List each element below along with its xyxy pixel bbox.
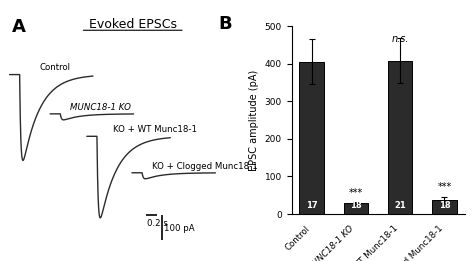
Text: ***: *** bbox=[438, 182, 452, 192]
Bar bbox=[300, 62, 324, 214]
Bar bbox=[432, 200, 456, 214]
Y-axis label: EPSC amplitude (pA): EPSC amplitude (pA) bbox=[249, 69, 259, 171]
Text: n.s.: n.s. bbox=[392, 34, 409, 44]
Text: 0.2 s: 0.2 s bbox=[146, 219, 167, 228]
Text: 18: 18 bbox=[350, 201, 362, 210]
Text: A: A bbox=[12, 18, 26, 36]
Text: Control: Control bbox=[39, 63, 70, 72]
Text: KO + Clogged Munc18-1: KO + Clogged Munc18-1 bbox=[152, 162, 258, 171]
Text: 17: 17 bbox=[306, 201, 318, 210]
Text: ***: *** bbox=[349, 188, 363, 198]
Text: B: B bbox=[219, 15, 232, 33]
Text: Evoked EPSCs: Evoked EPSCs bbox=[89, 18, 177, 31]
Bar bbox=[388, 61, 412, 214]
Text: 18: 18 bbox=[438, 201, 450, 210]
Text: MUNC18-1 KO: MUNC18-1 KO bbox=[71, 103, 131, 112]
Text: 100 pA: 100 pA bbox=[164, 224, 195, 233]
Text: KO + WT Munc18-1: KO + WT Munc18-1 bbox=[113, 125, 197, 134]
Text: 21: 21 bbox=[394, 201, 406, 210]
Bar bbox=[344, 204, 368, 214]
